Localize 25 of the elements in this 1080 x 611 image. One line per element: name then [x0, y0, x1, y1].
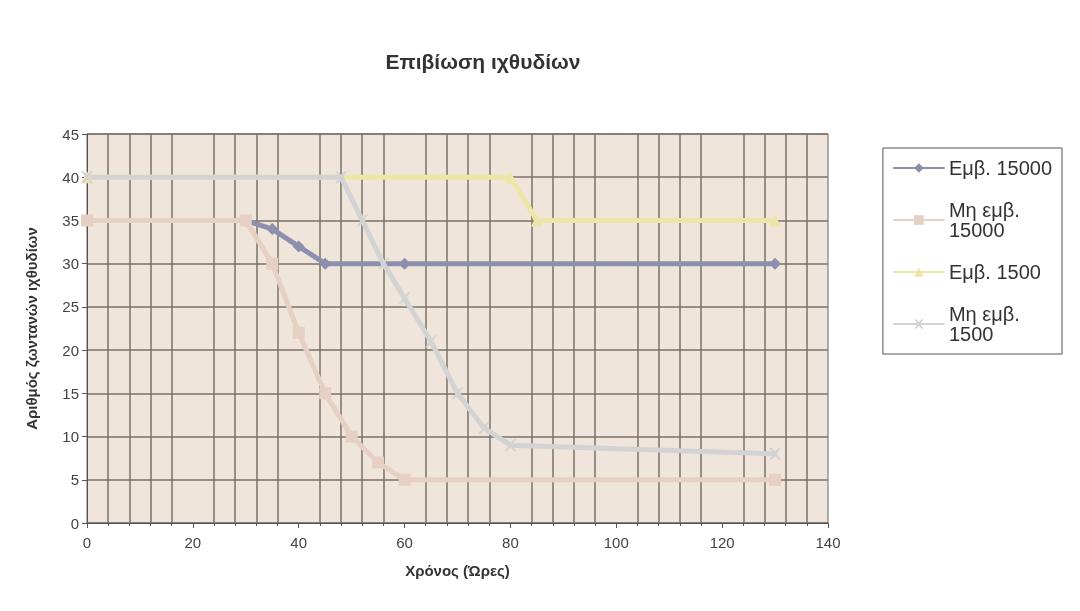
x-tick-label: 60	[396, 534, 413, 551]
x-axis-title: Χρόνος (Ώρες)	[405, 562, 510, 579]
y-axis-title: Αριθμός ζωντανών ιχθυδίων	[23, 227, 40, 430]
legend-label: Μη εμβ. 1500	[948, 303, 1026, 345]
x-tick-label: 100	[603, 534, 629, 551]
legend-label: Μη εμβ. 15000	[948, 199, 1026, 241]
y-tick-label: 45	[62, 125, 79, 143]
y-tick-label: 30	[62, 255, 79, 273]
x-tick-label: 40	[290, 534, 308, 551]
y-tick-label: 5	[70, 471, 79, 489]
chart-title: Επιβίωση ιχθυδίων	[385, 50, 581, 73]
y-tick-label: 25	[62, 298, 79, 316]
x-tick-label: 0	[82, 534, 92, 551]
y-tick-label: 40	[62, 168, 79, 186]
x-tick-label: 120	[709, 534, 735, 551]
x-tick-label: 140	[815, 534, 841, 551]
x-tick-label: 20	[184, 534, 202, 551]
y-tick-label: 0	[70, 514, 79, 532]
y-tick-label: 15	[62, 384, 79, 402]
legend-label: Εμβ. 15000	[948, 157, 1053, 179]
y-tick-label: 10	[62, 428, 79, 446]
x-tick-label: 80	[502, 534, 519, 551]
legend-label: Εμβ. 1500	[948, 261, 1041, 283]
y-tick-label: 20	[62, 341, 79, 359]
y-tick-label: 35	[62, 211, 79, 229]
